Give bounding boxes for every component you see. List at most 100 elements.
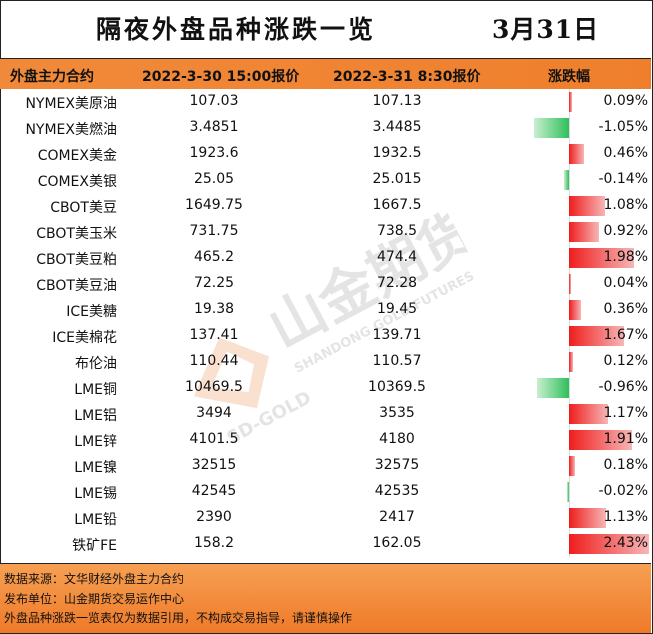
price-0830-text: 162.05 (372, 535, 422, 551)
change-percent: 1.13% (603, 509, 648, 525)
change-percent: 1.17% (603, 405, 648, 421)
change-percent: 0.04% (603, 275, 648, 291)
table-row: ICE美棉花 137.41 139.71 1.67% (0, 323, 651, 349)
change-bar-up (569, 456, 575, 476)
table-row: COMEX美金 1923.6 1932.5 0.46% (0, 141, 651, 167)
contract-name: LME镍 (74, 460, 117, 476)
change-bar-up (569, 430, 632, 450)
report-date: 3月31日 (492, 15, 600, 44)
contract-name: CBOT美豆 (50, 200, 117, 216)
price-1530-text: 465.2 (193, 249, 235, 265)
contract-name: 铁矿FE (72, 538, 117, 554)
table-row: LME铜 10469.5 10369.5 -0.96% (0, 375, 651, 401)
change-percent: -0.14% (598, 171, 648, 187)
table-row: LME锡 42545 42535 -0.02% (0, 479, 651, 505)
contract-name: COMEX美金 (37, 148, 117, 164)
price-0830-text: 139.71 (372, 327, 422, 343)
price-1530-text: 3.4851 (189, 119, 239, 135)
price-1530-text: 10469.5 (185, 379, 243, 395)
table-row: LME镍 32515 32575 0.18% (0, 453, 651, 479)
contract-name: LME铅 (74, 512, 117, 528)
change-percent: -0.02% (598, 483, 648, 499)
price-1530-text: 731.75 (189, 223, 239, 239)
table-row: NYMEX美原油 107.03 107.13 0.09% (0, 89, 651, 115)
table-row: COMEX美银 25.05 25.015 -0.14% (0, 167, 651, 193)
price-1530-text: 110.44 (189, 353, 239, 369)
price-0830-text: 32575 (374, 457, 420, 473)
contract-name: 布伦油 (75, 356, 117, 372)
footer-publisher: 发布单位：山金期货交易运作中心 (4, 592, 185, 606)
change-bar-down (567, 482, 569, 502)
price-1530-text: 19.38 (193, 301, 235, 317)
price-0830-text: 1932.5 (372, 145, 422, 161)
price-0830-text: 2417 (379, 509, 415, 525)
contract-name: NYMEX美原油 (25, 96, 117, 112)
price-0830-text: 10369.5 (368, 379, 426, 395)
change-percent: 0.18% (603, 457, 648, 473)
price-1530-text: 137.41 (189, 327, 239, 343)
table-row: CBOT美豆 1649.75 1667.5 1.08% (0, 193, 651, 219)
title-bar: 隔夜外盘品种涨跌一览 3月31日 (0, 0, 651, 58)
change-bar-up (569, 404, 608, 424)
change-bar-down (534, 118, 569, 138)
price-0830-text: 3.4485 (372, 119, 422, 135)
change-percent: 2.43% (603, 535, 648, 551)
change-bar-up (569, 508, 607, 528)
change-bar-up (569, 534, 649, 554)
change-bar-up (569, 92, 572, 112)
table-row: 铁矿FE 158.2 162.05 2.43% (0, 531, 651, 557)
table-row: 布伦油 110.44 110.57 0.12% (0, 349, 651, 375)
column-header-price2: 2022-3-31 8:30报价 (333, 69, 481, 85)
table-header: 外盘主力合约 2022-3-30 15:00报价 2022-3-31 8:30报… (0, 58, 651, 89)
contract-name: LME铜 (74, 382, 117, 398)
price-1530-text: 42545 (191, 483, 237, 499)
change-bar-down (537, 378, 569, 398)
table-row: CBOT美豆粕 465.2 474.4 1.98% (0, 245, 651, 271)
contract-name: CBOT美玉米 (36, 226, 117, 242)
price-1530-text: 4101.5 (189, 431, 239, 447)
price-1530-text: 72.25 (193, 275, 235, 291)
change-bar-down (564, 170, 569, 190)
change-percent: -0.96% (598, 379, 648, 395)
price-0830-text: 110.57 (372, 353, 422, 369)
contract-name: COMEX美银 (37, 174, 117, 190)
contract-name: LME锌 (74, 434, 117, 450)
price-0830-text: 3535 (379, 405, 415, 421)
change-bar-up (569, 326, 624, 346)
footer: 数据来源：文华财经外盘主力合约 发布单位：山金期货交易运作中心 外盘品种涨跌一览… (0, 563, 651, 633)
change-percent: -1.05% (598, 119, 648, 135)
change-bar-up (569, 144, 585, 164)
table-body: NYMEX美原油 107.03 107.13 0.09% NYMEX美燃油 3.4851 3… (0, 89, 651, 557)
price-0830-text: 4180 (379, 431, 415, 447)
change-bar-up (569, 248, 635, 268)
table-row: ICE美糖 19.38 19.45 0.36% (0, 297, 651, 323)
table-row: CBOT美玉米 731.75 738.5 0.92% (0, 219, 651, 245)
price-1530-text: 32515 (191, 457, 237, 473)
contract-name: ICE美棉花 (52, 330, 117, 346)
column-header-price1: 2022-3-30 15:00报价 (142, 69, 300, 85)
change-bar-up (569, 300, 581, 320)
contract-name: LME锡 (74, 486, 117, 502)
table-row: LME锌 4101.5 4180 1.91% (0, 427, 651, 453)
table-row: LME铝 3494 3535 1.17% (0, 401, 651, 427)
price-0830-text: 107.13 (372, 93, 422, 109)
footer-disclaimer: 外盘品种涨跌一览表仅为数据引用，不构成交易指导，请谨慎操作 (4, 611, 353, 625)
price-0830-text: 42535 (374, 483, 420, 499)
column-header-contract: 外盘主力合约 (10, 69, 94, 85)
table-row: CBOT美豆油 72.25 72.28 0.04% (0, 271, 651, 297)
contract-name: CBOT美豆油 (36, 278, 117, 294)
change-percent: 0.92% (603, 223, 648, 239)
price-0830-text: 19.45 (376, 301, 418, 317)
change-percent: 1.98% (603, 249, 648, 265)
price-0830-text: 72.28 (376, 275, 418, 291)
contract-name: NYMEX美燃油 (25, 122, 117, 138)
price-1530-text: 3494 (196, 405, 232, 421)
change-bar-up (569, 196, 605, 216)
change-percent: 0.46% (603, 145, 648, 161)
column-header-change: 涨跌幅 (548, 69, 590, 85)
price-1530-text: 1649.75 (185, 197, 243, 213)
table-row: NYMEX美燃油 3.4851 3.4485 -1.05% (0, 115, 651, 141)
change-bar-up (569, 274, 571, 294)
contract-name: CBOT美豆粕 (36, 252, 117, 268)
price-0830-text: 1667.5 (372, 197, 422, 213)
